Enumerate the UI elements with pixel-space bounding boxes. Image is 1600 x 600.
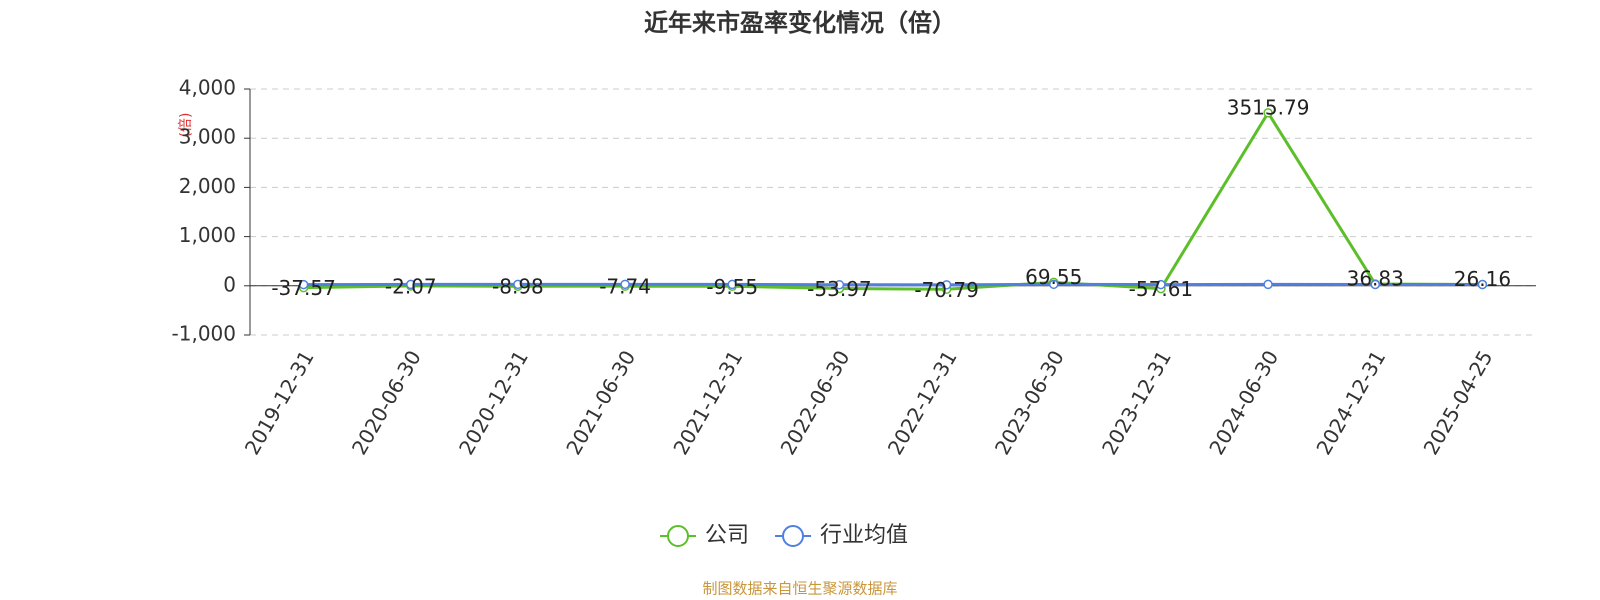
x-tick-label: 2024-12-31 xyxy=(1311,346,1390,459)
x-tick-label: 2024-06-30 xyxy=(1204,346,1283,459)
x-tick-label: 2021-06-30 xyxy=(561,346,640,459)
data-point xyxy=(1263,108,1273,118)
legend-marker xyxy=(667,525,689,547)
data-label: 36.83 xyxy=(1347,266,1404,290)
y-tick-label: 0 xyxy=(223,272,236,296)
x-tick-label: 2022-06-30 xyxy=(776,346,855,459)
data-point xyxy=(298,279,309,290)
y-tick-label: 4,000 xyxy=(179,76,236,100)
x-tick-label: 2023-12-31 xyxy=(1097,346,1176,459)
data-point xyxy=(1263,279,1273,290)
data-point xyxy=(1370,279,1380,290)
legend-label: 公司 xyxy=(705,523,749,548)
data-label: -53.97 xyxy=(807,277,871,301)
x-tick-label: 2023-06-30 xyxy=(990,346,1069,459)
data-label: 69.55 xyxy=(1025,265,1082,289)
x-tick-label: 2021-12-31 xyxy=(668,346,747,459)
x-tick-label: 2022-12-31 xyxy=(883,346,962,459)
data-label: 3515.79 xyxy=(1227,95,1310,119)
data-label: 26.16 xyxy=(1454,267,1511,291)
data-point xyxy=(406,279,416,290)
data-point xyxy=(620,279,630,290)
x-tick-label: 2025-04-25 xyxy=(1419,346,1498,459)
data-label: -7.74 xyxy=(599,275,651,299)
data-label: -8.98 xyxy=(492,275,544,299)
data-label: -57.61 xyxy=(1129,277,1193,301)
chart-title: 近年来市盈率变化情况（倍） xyxy=(644,9,956,37)
series-line xyxy=(303,109,1483,291)
data-point xyxy=(727,279,737,290)
data-point xyxy=(941,280,952,290)
y-tick-label: 3,000 xyxy=(179,125,236,149)
data-point xyxy=(513,279,523,290)
y-tick-label: 2,000 xyxy=(179,174,236,198)
y-tick-label: -1,000 xyxy=(172,322,236,346)
data-point xyxy=(1049,279,1059,290)
source-note: 制图数据来自恒生聚源数据库 xyxy=(702,580,897,598)
data-point xyxy=(1477,279,1488,290)
data-point xyxy=(834,279,845,290)
data-label: -9.55 xyxy=(706,275,758,299)
legend-label: 行业均值 xyxy=(820,523,908,548)
data-label: -2.07 xyxy=(385,274,437,298)
data-label: -70.79 xyxy=(914,278,978,302)
y-axis-label: (倍) xyxy=(178,113,194,138)
y-tick-label: 1,000 xyxy=(179,223,236,247)
x-tick-label: 2020-12-31 xyxy=(454,346,533,459)
data-label: -37.57 xyxy=(271,276,335,300)
data-point xyxy=(1156,279,1166,290)
legend-marker xyxy=(782,525,805,547)
x-tick-label: 2019-12-31 xyxy=(240,346,319,459)
x-tick-label: 2020-06-30 xyxy=(347,346,426,459)
